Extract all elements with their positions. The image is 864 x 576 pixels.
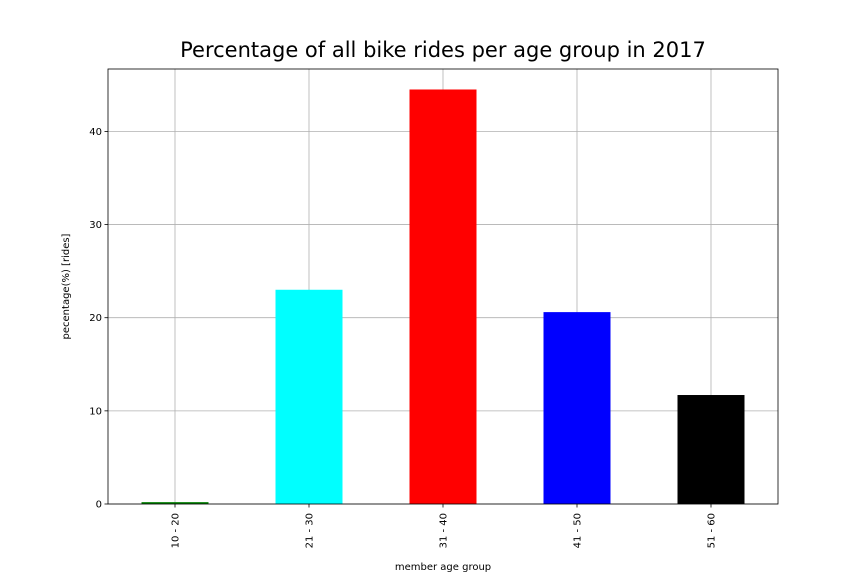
bar-31-40	[409, 89, 477, 505]
x-tick-label: 41 - 50	[573, 513, 584, 548]
bar-10-20	[141, 502, 209, 504]
y-tick-label: 10	[89, 406, 102, 417]
chart-title: Percentage of all bike rides per age gro…	[180, 38, 706, 62]
x-tick-label: 51 - 60	[707, 513, 718, 548]
bars-layer	[141, 89, 745, 505]
x-tick-label: 31 - 40	[439, 513, 450, 548]
y-tick-label: 0	[96, 500, 102, 511]
bar-41-50	[543, 312, 611, 504]
x-axis-label: member age group	[395, 562, 491, 573]
y-axis-label: pecentage(%) [rides]	[61, 233, 72, 339]
y-tick-label: 20	[89, 313, 102, 324]
ticks-layer: 0 10 20 30 40 10 - 20 21 - 30 31 - 40 41 - 50 51 …	[89, 127, 717, 549]
x-tick-label: 10 - 20	[171, 513, 182, 548]
x-tick-label: 21 - 30	[305, 513, 316, 548]
bar-21-30	[275, 289, 343, 504]
y-tick-label: 40	[89, 127, 102, 138]
bar-51-60	[677, 395, 745, 504]
y-tick-label: 30	[89, 220, 102, 231]
